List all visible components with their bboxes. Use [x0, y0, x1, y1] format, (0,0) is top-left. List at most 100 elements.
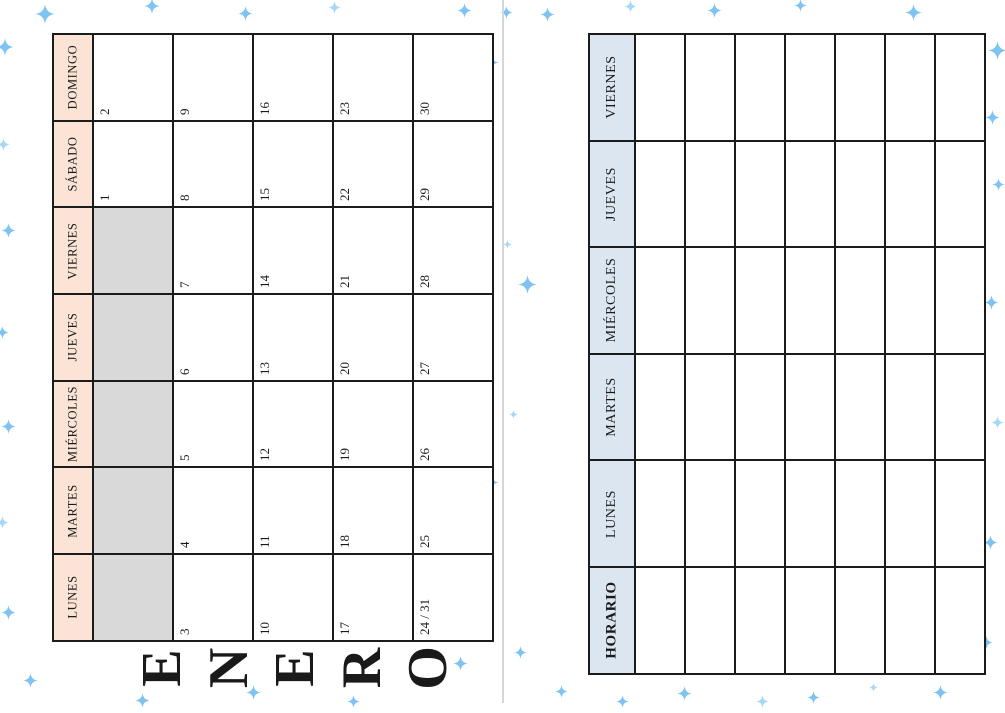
schedule-cell [635, 141, 685, 248]
schedule-header-label: MARTES [604, 377, 620, 437]
schedule-row: MIÉRCOLES [589, 247, 985, 354]
schedule-cell [735, 354, 785, 461]
schedule-row: JUEVES [589, 141, 985, 248]
schedule-cell [635, 34, 685, 141]
calendar-cell: 23 [333, 34, 413, 121]
calendar-date: 17 [337, 622, 352, 635]
schedule-header-label: HORARIO [604, 581, 621, 659]
schedule-cell [885, 141, 935, 248]
calendar-day-header: DOMINGO [53, 34, 93, 121]
sparkle-icon [985, 110, 1000, 130]
sparkle-icon [794, 0, 807, 17]
schedule-cell [935, 460, 985, 567]
schedule-body: VIERNES JUEVES MIÉRCOLES MARTES LUNES HORARIO [589, 34, 985, 674]
calendar-cell: 16 [253, 34, 333, 121]
schedule-cell [935, 141, 985, 248]
schedule-cell [685, 460, 735, 567]
calendar-date: 21 [337, 275, 352, 288]
calendar-day-label: DOMINGO [66, 45, 81, 110]
calendar-date: 3 [177, 628, 192, 635]
sparkle-icon [616, 695, 629, 713]
calendar-date: 19 [337, 448, 352, 461]
calendar-date: 12 [257, 448, 272, 461]
schedule-cell [635, 247, 685, 354]
sparkle-icon [991, 416, 1004, 434]
schedule-cell [635, 460, 685, 567]
schedule-row-header: VIERNES [589, 34, 635, 141]
calendar-day-label: MIÉRCOLES [66, 386, 81, 462]
calendar-date: 10 [257, 622, 272, 635]
schedule-row: HORARIO [589, 567, 985, 674]
schedule-cell [835, 567, 885, 674]
calendar-date: 22 [337, 188, 352, 201]
schedule-row-header: HORARIO [589, 567, 635, 674]
calendar-cell: 24 / 31 [413, 554, 493, 641]
schedule-cell [935, 567, 985, 674]
calendar-cell: 27 [413, 294, 493, 381]
calendar-cell [93, 467, 173, 554]
sparkle-icon [0, 326, 9, 344]
calendar-date: 14 [257, 275, 272, 288]
calendar-cell: 14 [253, 207, 333, 294]
calendar-cell [93, 554, 173, 641]
calendar-cell [93, 294, 173, 381]
schedule-header-label: JUEVES [604, 167, 620, 221]
schedule-header-label: MIÉRCOLES [604, 258, 620, 343]
schedule-cell [635, 354, 685, 461]
schedule-cell [785, 567, 835, 674]
schedule-cell [885, 460, 935, 567]
calendar-day-label: JUEVES [66, 313, 81, 362]
schedule-cell [935, 354, 985, 461]
calendar-date: 5 [177, 455, 192, 462]
sparkle-icon [1, 223, 16, 243]
schedule-row: LUNES [589, 460, 985, 567]
schedule-header-label: VIERNES [604, 56, 620, 119]
calendar-date: 8 [177, 195, 192, 202]
schedule-cell [785, 354, 835, 461]
calendar-cell [93, 207, 173, 294]
calendar-date: 27 [417, 362, 432, 375]
sparkle-icon [1, 605, 16, 625]
calendar-date: 24 / 31 [417, 599, 432, 635]
calendar-cell: 12 [253, 381, 333, 468]
schedule-cell [735, 141, 785, 248]
sparkle-icon [555, 685, 568, 703]
sparkle-icon [238, 6, 253, 26]
sparkle-icon [869, 679, 878, 697]
calendar-cell: 9 [173, 34, 253, 121]
sparkle-icon [23, 673, 38, 693]
calendar-cell: 6 [173, 294, 253, 381]
calendar-cell: 7 [173, 207, 253, 294]
schedule-cell [785, 34, 835, 141]
calendar-cell: 19 [333, 381, 413, 468]
sparkle-icon [988, 41, 1005, 65]
calendar-cell: 10 [253, 554, 333, 641]
sparkle-icon [509, 406, 518, 424]
schedule-header-label: LUNES [604, 490, 620, 538]
calendar-date: 9 [177, 108, 192, 115]
sparkle-icon [905, 4, 922, 26]
calendar-day-header: JUEVES [53, 294, 93, 381]
calendar-day-header: SÁBADO [53, 121, 93, 208]
schedule-cell [785, 141, 835, 248]
month-title-letter: R [332, 640, 392, 696]
schedule-cell [685, 34, 735, 141]
schedule-row-header: JUEVES [589, 141, 635, 248]
calendar-cell: 2 [93, 34, 173, 121]
schedule-cell [835, 247, 885, 354]
sparkle-icon [540, 7, 555, 27]
calendar-date: 7 [177, 282, 192, 289]
calendar-date: 30 [417, 102, 432, 115]
calendar-cell: 1 [93, 121, 173, 208]
sparkle-icon [0, 38, 14, 61]
calendar-cell: 28 [413, 207, 493, 294]
calendar-date: 29 [417, 188, 432, 201]
schedule-cell [885, 354, 935, 461]
schedule-cell [885, 567, 935, 674]
sparkle-icon [457, 3, 472, 23]
